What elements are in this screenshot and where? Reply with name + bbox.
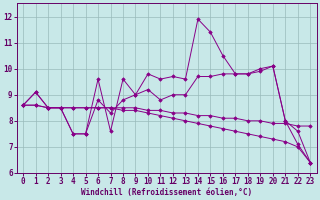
X-axis label: Windchill (Refroidissement éolien,°C): Windchill (Refroidissement éolien,°C) [81,188,252,197]
